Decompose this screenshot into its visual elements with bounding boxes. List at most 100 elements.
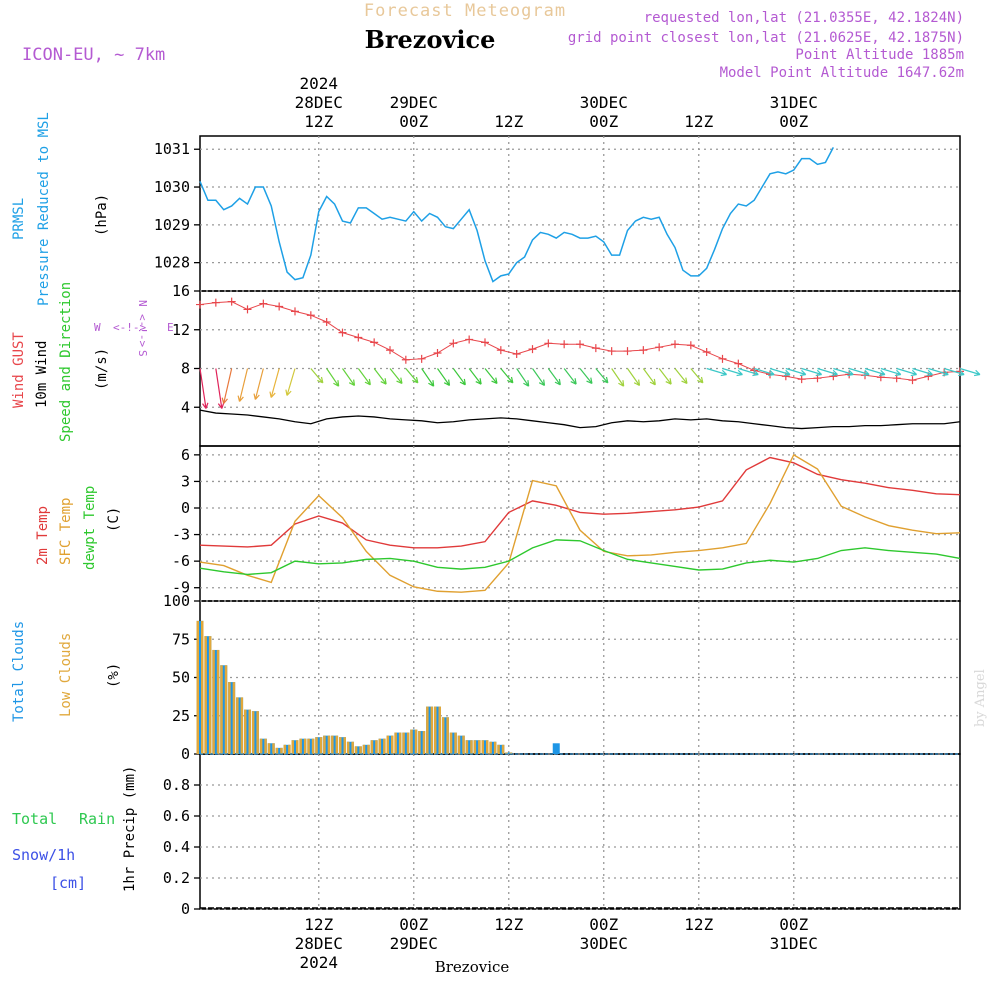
wind-direction-arrow (421, 368, 435, 387)
low-cloud-bar (418, 731, 421, 754)
gust-point (560, 340, 569, 349)
gust-point (671, 340, 679, 349)
total-cloud-bar (204, 636, 212, 754)
low-cloud-bar (446, 717, 449, 754)
low-cloud-bar (359, 746, 362, 754)
low-cloud-bar (244, 709, 247, 754)
total-cloud-bar (489, 741, 497, 754)
pressure-panel (199, 135, 961, 292)
total-cloud-bar (473, 740, 481, 754)
low-cloud-bar (248, 709, 251, 754)
top-time-label: 12Z (304, 112, 333, 131)
wind-direction-arrow (269, 368, 280, 398)
wind-direction-arrow (452, 368, 466, 386)
model-point-altitude: Model Point Altitude 1647.62m (720, 65, 964, 81)
watermark: by Angel (973, 669, 988, 727)
wind-direction-arrow (880, 367, 902, 377)
total-cloud-bar (236, 697, 244, 754)
low-cloud-bar (406, 732, 410, 754)
low-cloud-bar (386, 735, 389, 754)
label-snow: Snow/1h (12, 846, 75, 864)
low-cloud-bar (240, 697, 244, 754)
dewpoint-line (199, 539, 961, 576)
low-cloud-bar (426, 706, 429, 754)
low-cloud-bar (335, 735, 339, 754)
bottom-time-label: 12Z (304, 915, 333, 934)
total-cloud-bar (378, 738, 386, 754)
label-t2m: 2m Temp (35, 506, 51, 565)
low-cloud-bar (438, 706, 441, 754)
wind-direction-arrow (627, 368, 641, 387)
gust-point (306, 311, 315, 320)
y-tick-label: 1031 (154, 140, 190, 158)
y-tick-label: 0 (181, 900, 190, 918)
low-cloud-bar (228, 682, 231, 754)
low-cloud-bar (339, 737, 342, 754)
low-cloud-bar (251, 711, 255, 754)
y-tick-label: 1029 (154, 216, 190, 234)
total-cloud-bar (275, 747, 283, 754)
low-cloud-bar (307, 738, 310, 754)
low-cloud-bar (422, 731, 426, 754)
low-cloud-bar (354, 746, 358, 754)
low-cloud-bar (224, 665, 228, 754)
low-cloud-bar (462, 735, 465, 754)
top-time-label: 00Z (779, 112, 808, 131)
gust-point (275, 302, 284, 311)
low-cloud-bar (327, 735, 331, 754)
y-tick-label: 8 (181, 360, 190, 378)
label-total: Total (12, 810, 57, 828)
low-cloud-bar (383, 738, 386, 754)
wind-direction-arrow (342, 368, 356, 387)
gust-point (512, 349, 521, 358)
y-tick-label: 1030 (154, 178, 190, 196)
low-cloud-bar (441, 717, 445, 754)
low-cloud-bar (501, 744, 505, 754)
low-cloud-bar (208, 636, 212, 754)
label-prmsl: PRMSL (11, 198, 27, 240)
gust-point (544, 339, 553, 348)
low-cloud-bar (454, 732, 457, 754)
low-cloud-bar (319, 737, 323, 754)
gust-point (211, 298, 220, 307)
wind-direction-arrow (864, 367, 886, 377)
gust-point (465, 335, 474, 344)
total-cloud-bar (251, 711, 259, 754)
wind-direction-arrow (437, 368, 451, 387)
low-cloud-bar (505, 752, 508, 754)
compass-e: E (167, 321, 174, 334)
y-tick-label: 0.2 (163, 869, 190, 887)
total-cloud-bar (497, 744, 505, 754)
gust-point (401, 355, 410, 364)
top-time-label: 12Z (494, 112, 523, 131)
total-cloud-bar (323, 735, 331, 754)
total-cloud-bar (552, 743, 560, 754)
top-time-label: 00Z (589, 112, 618, 131)
low-cloud-bar (402, 732, 405, 754)
total-cloud-bar (291, 740, 299, 754)
total-cloud-bar (394, 732, 402, 754)
low-cloud-bar (370, 740, 374, 754)
total-cloud-bar (465, 740, 473, 754)
gust-point (243, 305, 252, 314)
wind-direction-arrow (722, 367, 743, 377)
low-cloud-bar (299, 738, 302, 754)
total-cloud-bar (220, 665, 228, 754)
label-total-clouds: Total Clouds (11, 621, 27, 722)
chart-marks (196, 146, 981, 909)
low-cloud-bar (391, 735, 394, 754)
gust-point (354, 333, 363, 342)
low-cloud-bar (497, 744, 500, 754)
top-time-label: 00Z (399, 112, 428, 131)
wind-direction-arrow (848, 367, 870, 377)
requested-coords: requested lon,lat (21.0355E, 42.1824N) (644, 10, 964, 26)
low-cloud-bar (280, 747, 283, 754)
wind-direction-arrow (769, 367, 791, 377)
low-cloud-bar (375, 740, 378, 754)
gust-point (797, 375, 806, 384)
wind-direction-arrow (785, 367, 807, 377)
wind-direction-arrow (690, 368, 704, 384)
wind-direction-arrow (468, 368, 482, 385)
panel-frames (199, 135, 961, 910)
wind-direction-arrow (801, 367, 823, 377)
